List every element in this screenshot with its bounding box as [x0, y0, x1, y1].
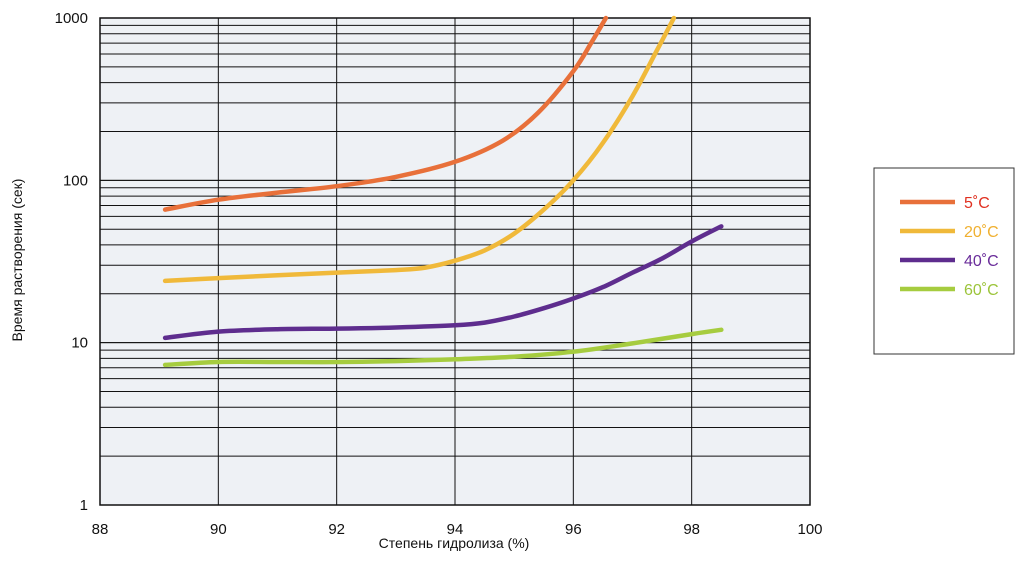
x-tick-label: 100: [797, 521, 822, 538]
y-tick-label: 1000: [55, 10, 88, 27]
x-tick-label: 92: [328, 521, 345, 538]
legend-label: 5˚C: [964, 195, 990, 212]
x-tick-label: 88: [92, 521, 109, 538]
legend-label: 20˚C: [964, 224, 999, 241]
series-line: [162, 327, 724, 368]
series-layer: [162, 15, 724, 368]
series-line: [162, 15, 677, 284]
y-axis-label: Время растворения (сек): [9, 179, 25, 342]
legend: 5˚C 20˚C 40˚C 60˚C: [873, 167, 1015, 355]
x-tick-label: 96: [565, 521, 582, 538]
x-tick-label: 90: [210, 521, 227, 538]
plot-area: [99, 17, 811, 506]
x-axis-label: Степень гидролиза (%): [379, 535, 530, 551]
x-tick-label: 98: [683, 521, 700, 538]
legend-label: 40˚C: [964, 253, 999, 270]
y-tick-label: 10: [71, 335, 88, 352]
y-tick-label: 100: [63, 172, 88, 189]
ticks-layer: 88 90 92 94 96 98 100 1 10 100 1000: [55, 10, 823, 538]
series-line: [162, 224, 724, 341]
series-line: [162, 15, 609, 212]
legend-label: 60˚C: [964, 282, 999, 299]
y-tick-label: 1: [80, 497, 88, 514]
plot-frame: [99, 17, 811, 506]
x-tick-label: 94: [447, 521, 464, 538]
